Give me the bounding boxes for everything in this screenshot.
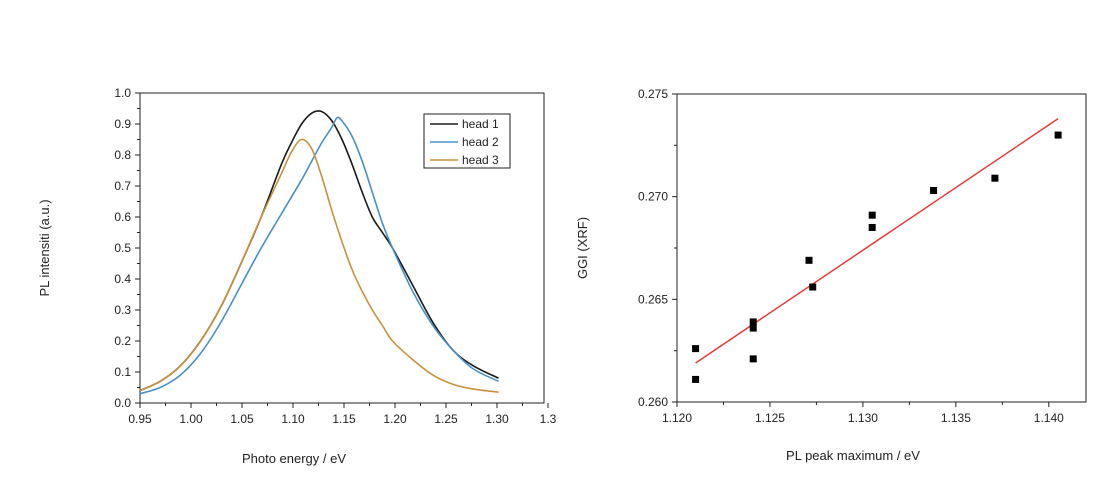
right-x-axis-title: PL peak maximum / eV (786, 448, 920, 463)
right-x-ticks: 1.120 1.125 1.130 1.135 1.140 (662, 402, 1064, 425)
left-y-tick-label: 0.6 (114, 210, 131, 224)
right-y-axis-title: GGI (XRF) (575, 217, 590, 279)
scatter-point (868, 223, 876, 231)
legend-label-head-2: head 2 (462, 135, 499, 149)
scatter-point (749, 318, 757, 326)
left-x-tick-label: 1.30 (485, 412, 509, 426)
legend-box (423, 113, 511, 169)
right-y-tick-label: 0.265 (638, 292, 668, 306)
left-x-tick-label: 1.00 (179, 412, 203, 426)
left-series (139, 110, 499, 395)
right-y-tick-label: 0.260 (638, 395, 668, 409)
left-y-tick-label: 0.8 (114, 148, 131, 162)
left-x-tick-label: 1.10 (281, 412, 305, 426)
right-plot-frame (676, 93, 1087, 403)
left-y-tick-label: 0.3 (114, 303, 131, 317)
scatter-point (749, 355, 757, 363)
right-x-tick-label: 1.120 (662, 411, 692, 425)
left-x-axis-title: Photo energy / eV (242, 451, 346, 466)
scatter-point (930, 187, 938, 195)
pl-spectra-chart: 0.95 1.00 1.05 1.10 1.15 1.20 1.25 1.30 1.3 0.00… (37, 86, 557, 466)
ggi-vs-pl-chart: 1.120 1.125 1.130 1.135 1.140 0.260 0.265 0.27… (575, 87, 1087, 463)
scatter-point (692, 345, 700, 353)
right-y-ticks: 0.260 0.265 0.270 0.275 (638, 87, 677, 409)
left-x-tick-label: 1.20 (383, 412, 407, 426)
right-x-tick-label: 1.125 (755, 411, 785, 425)
left-y-tick-label: 0.5 (114, 241, 131, 255)
left-y-tick-label: 0.1 (114, 365, 131, 379)
legend-label-head-3: head 3 (462, 153, 499, 167)
right-x-tick-label: 1.135 (941, 411, 971, 425)
left-x-tick-label: 1.05 (230, 412, 254, 426)
scatter-points (692, 131, 1062, 383)
scatter-point (749, 324, 757, 332)
legend: head 1 head 2 head 3 (423, 113, 511, 169)
scatter-point (991, 174, 999, 182)
left-y-axis-title: PL intensiti (a.u.) (37, 199, 52, 296)
scatter-point (805, 256, 813, 264)
series-line-head-3 (139, 138, 499, 393)
right-y-tick-label: 0.275 (638, 87, 668, 101)
scatter-point (809, 283, 817, 291)
left-x-tick-label: 1.15 (332, 412, 356, 426)
left-x-tick-label: 0.95 (128, 412, 152, 426)
left-y-tick-label: 0.7 (114, 179, 131, 193)
left-x-tick-label: 1.25 (434, 412, 458, 426)
right-x-tick-label: 1.140 (1034, 411, 1064, 425)
left-y-ticks: 0.0 0.1 0.2 0.3 0.4 0.5 0.6 0.7 0.8 0.9 1.0 (114, 86, 140, 410)
right-x-tick-label: 1.130 (848, 411, 878, 425)
left-y-tick-label: 1.0 (114, 86, 131, 100)
scatter-point (692, 375, 700, 383)
legend-label-head-1: head 1 (462, 117, 499, 131)
left-x-tick-label: 1.3 (540, 412, 557, 426)
left-y-tick-label: 0.0 (114, 396, 131, 410)
left-x-ticks: 0.95 1.00 1.05 1.10 1.15 1.20 1.25 1.30 1.3 (128, 403, 557, 426)
right-y-tick-label: 0.270 (638, 190, 668, 204)
scatter-point (868, 211, 876, 219)
scatter-point (1054, 131, 1062, 139)
series-line-head-2 (139, 116, 499, 395)
left-y-tick-label: 0.2 (114, 334, 131, 348)
left-y-tick-label: 0.9 (114, 117, 131, 131)
left-y-tick-label: 0.4 (114, 272, 131, 286)
